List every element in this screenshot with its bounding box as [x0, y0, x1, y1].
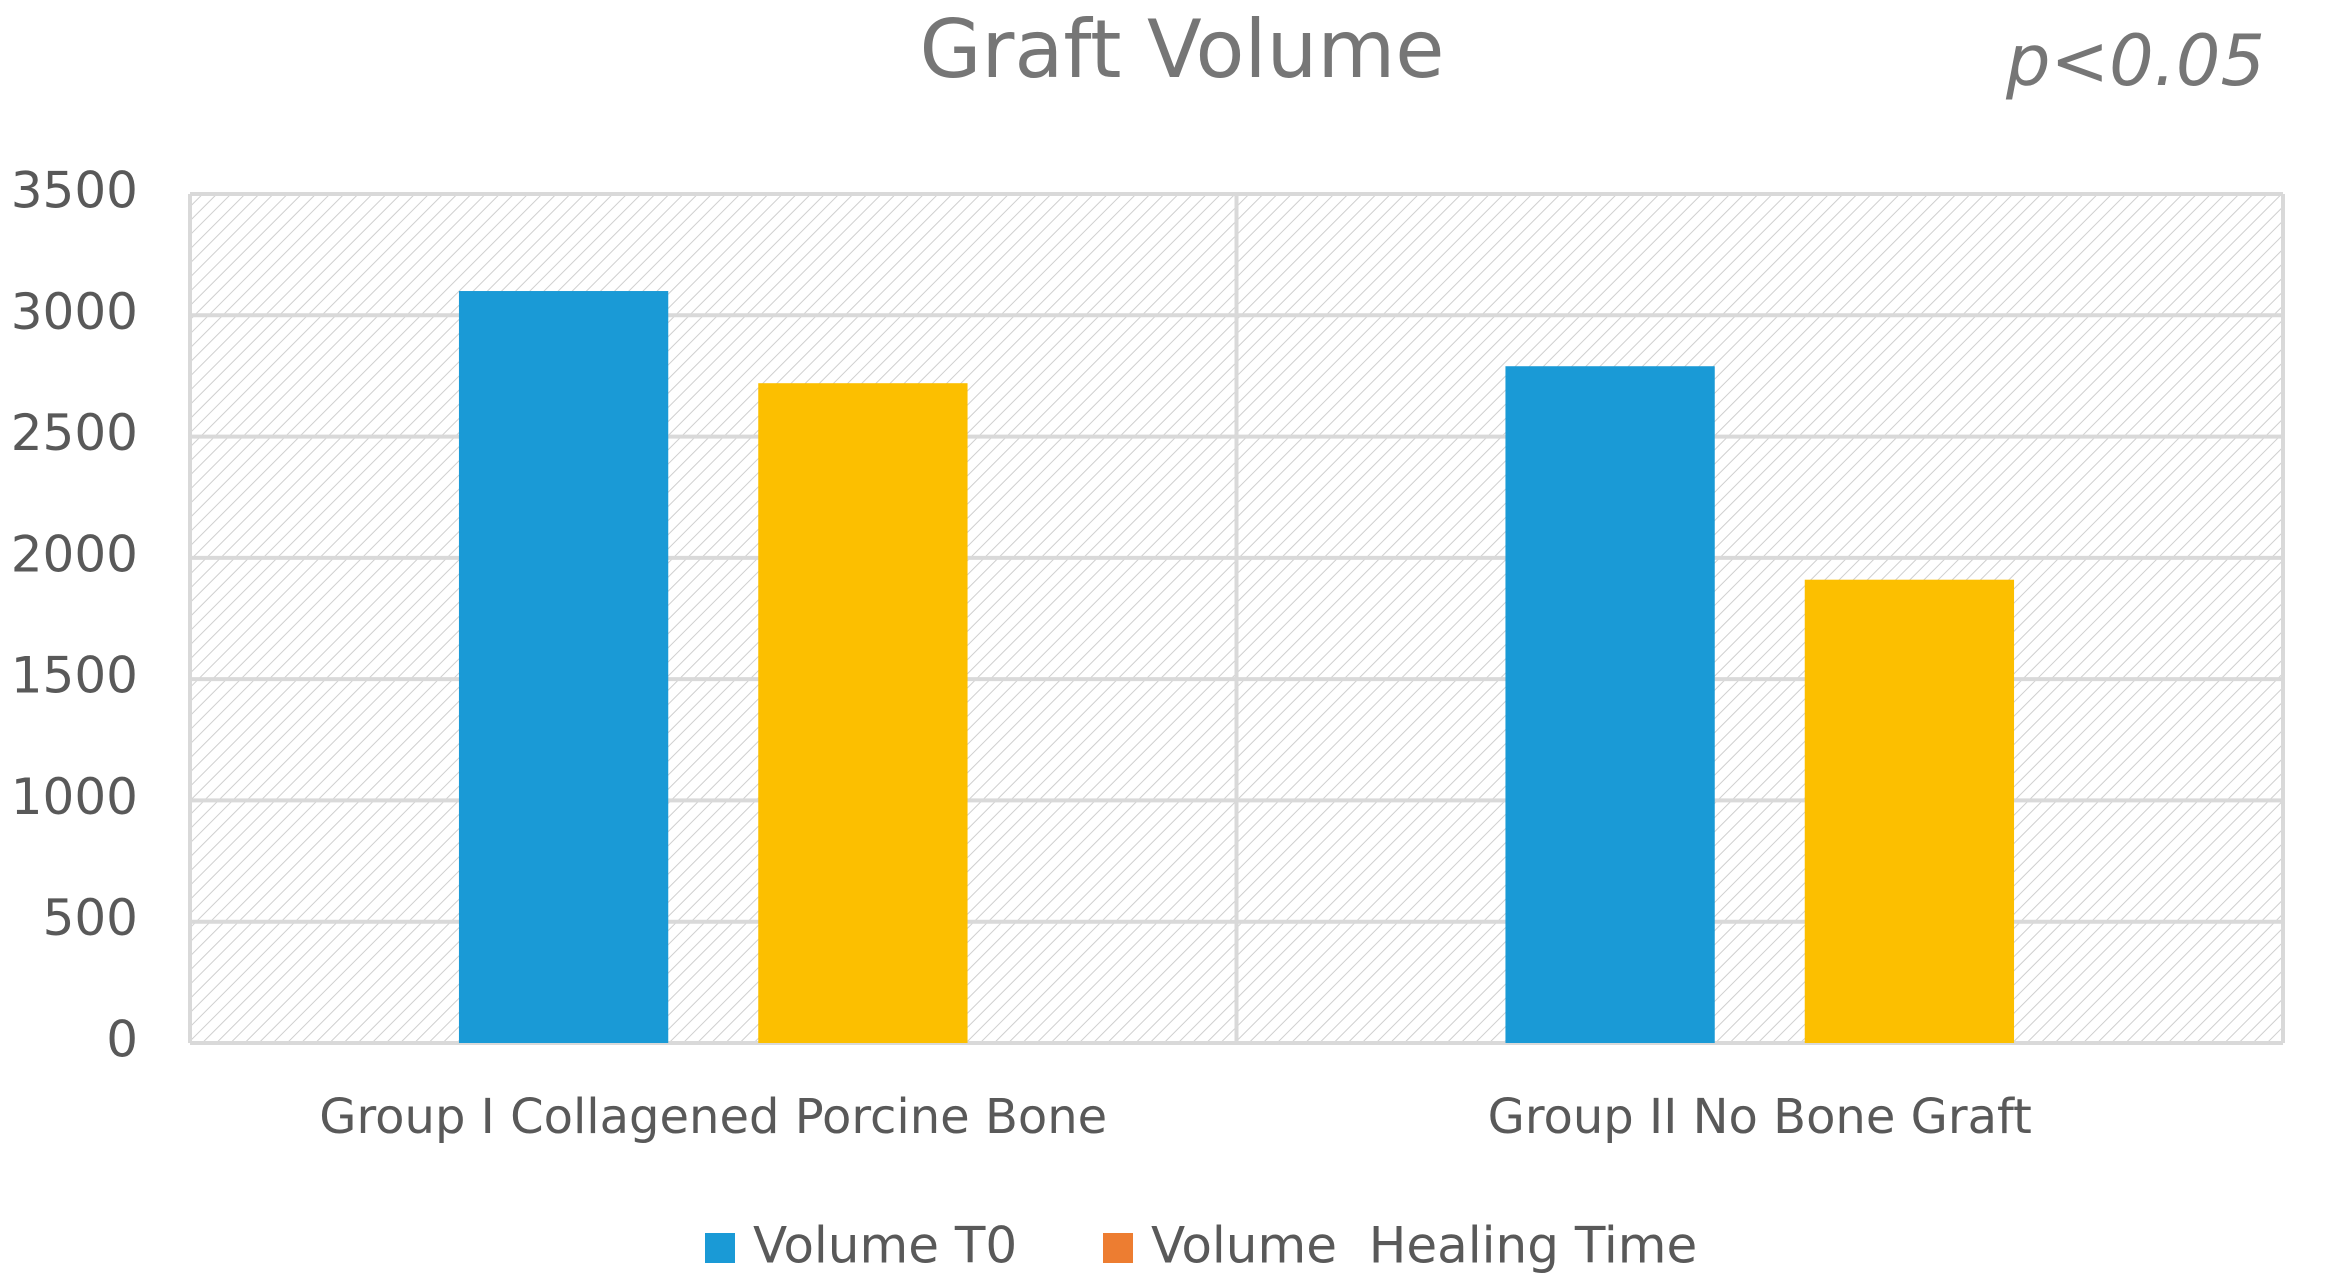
y-tick-label: 2000 — [11, 525, 138, 583]
legend-label: Volume T0 — [753, 1217, 1017, 1275]
y-tick-label: 1000 — [11, 768, 138, 826]
x-tick-label: Group II No Bone Graft — [1488, 1089, 2032, 1145]
legend-swatch — [1103, 1233, 1133, 1263]
y-tick-label: 1500 — [11, 647, 138, 705]
bar — [458, 291, 669, 1043]
y-tick-label: 2500 — [11, 404, 138, 462]
y-tick-label: 500 — [43, 889, 138, 947]
chart-title: Graft Volume — [920, 3, 1445, 96]
y-tick-label: 3000 — [11, 283, 138, 341]
y-tick-label: 3500 — [11, 162, 138, 220]
annotation: p<0.05 — [2005, 20, 2265, 102]
bar — [1505, 366, 1715, 1043]
legend-swatch — [705, 1233, 735, 1263]
bar — [1804, 579, 2015, 1043]
y-tick-label: 0 — [106, 1011, 138, 1069]
bar — [758, 383, 968, 1044]
legend-label: Volume Healing Time — [1151, 1217, 1697, 1275]
x-tick-label: Group I Collagened Porcine Bone — [319, 1089, 1107, 1145]
